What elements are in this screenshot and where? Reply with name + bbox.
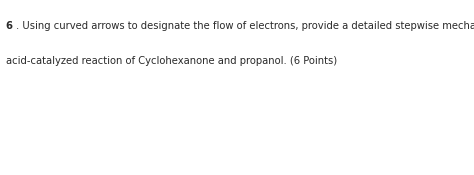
Text: acid-catalyzed reaction of Cyclohexanone and propanol. (6 Points): acid-catalyzed reaction of Cyclohexanone… xyxy=(6,56,337,66)
Text: . Using curved arrows to designate the flow of electrons, provide a detailed ste: . Using curved arrows to designate the f… xyxy=(16,21,474,31)
Text: 6: 6 xyxy=(6,21,13,31)
